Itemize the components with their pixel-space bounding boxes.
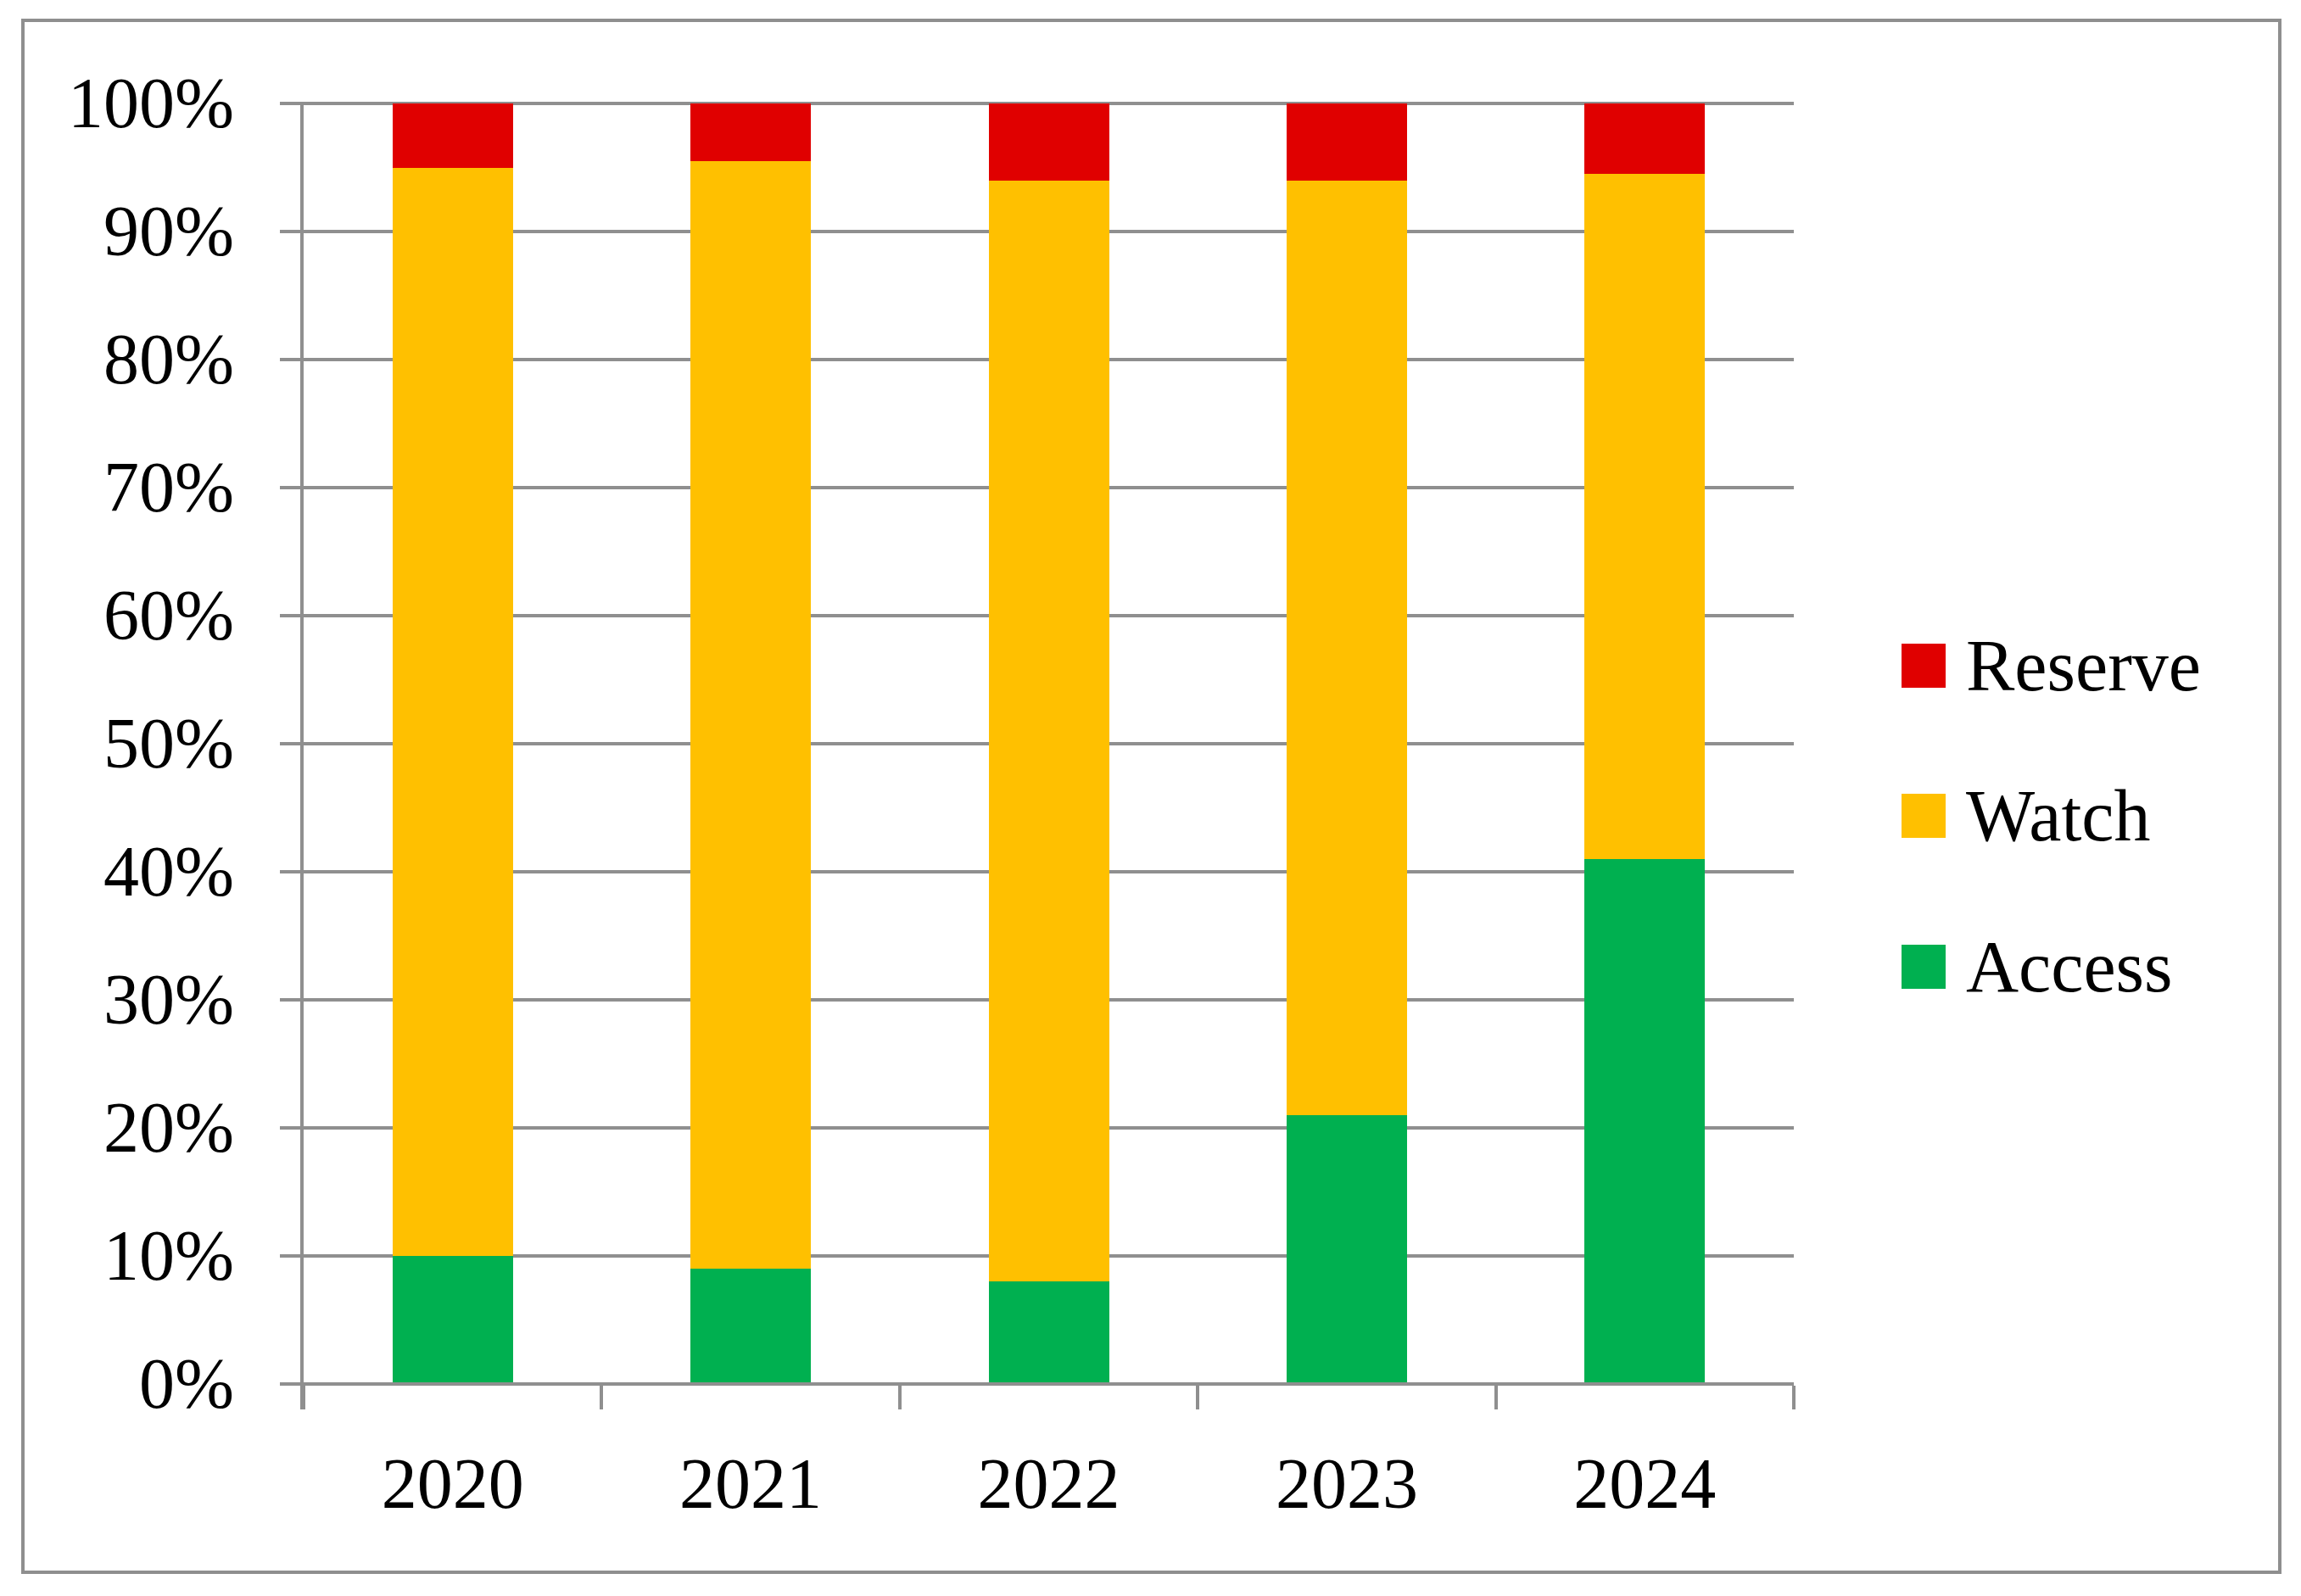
x-axis-tick	[600, 1386, 603, 1409]
legend-label-reserve: Reserve	[1966, 623, 2201, 708]
bar-2024-watch-segment	[1584, 174, 1705, 859]
y-axis-tick-label: 100%	[31, 57, 234, 150]
plot-area	[304, 103, 1794, 1384]
x-axis-category-label: 2024	[1495, 1442, 1794, 1526]
bar-2023	[1287, 103, 1407, 1384]
chart-figure: Reserve Watch Access 0% 10% 20% 30% 40% 50% 60% 7…	[0, 0, 2301, 1596]
x-axis-line	[280, 1382, 1794, 1386]
legend-item-watch: Watch	[1902, 769, 2151, 862]
legend-label-watch: Watch	[1966, 773, 2151, 858]
bar-2023-reserve-segment	[1287, 103, 1407, 181]
y-axis-tick-label: 0%	[31, 1337, 234, 1431]
legend-swatch-watch	[1902, 794, 1946, 838]
bar-2020	[393, 103, 513, 1384]
bar-2021-watch-segment	[690, 161, 811, 1269]
bar-2022-access-segment	[989, 1281, 1109, 1384]
x-axis-tick	[1494, 1386, 1498, 1409]
bar-2020-reserve-segment	[393, 103, 513, 168]
legend-item-reserve: Reserve	[1902, 619, 2201, 712]
bar-2022-watch-segment	[989, 181, 1109, 1282]
bar-2024-reserve-segment	[1584, 103, 1705, 174]
y-axis-tick-label: 40%	[31, 825, 234, 918]
y-axis-tick-label: 10%	[31, 1209, 234, 1303]
x-axis-tick	[898, 1386, 902, 1409]
legend-swatch-access	[1902, 945, 1946, 989]
y-axis-tick-label: 80%	[31, 313, 234, 406]
bar-2021-reserve-segment	[690, 103, 811, 161]
y-axis-tick-label: 50%	[31, 697, 234, 790]
legend-label-access: Access	[1966, 924, 2173, 1009]
y-axis-tick-label: 30%	[31, 953, 234, 1046]
x-axis-tick	[1196, 1386, 1199, 1409]
bar-2023-access-segment	[1287, 1115, 1407, 1384]
bar-2021	[690, 103, 811, 1384]
bar-2024-access-segment	[1584, 859, 1705, 1384]
legend-item-access: Access	[1902, 920, 2173, 1013]
x-axis-tick	[1792, 1386, 1796, 1409]
y-axis-tick-label: 20%	[31, 1081, 234, 1175]
x-axis-category-label: 2020	[304, 1442, 602, 1526]
x-axis-category-label: 2023	[1198, 1442, 1496, 1526]
y-axis-tick-label: 90%	[31, 185, 234, 278]
x-axis-category-label: 2022	[900, 1442, 1198, 1526]
bar-2021-access-segment	[690, 1269, 811, 1384]
y-axis-tick-label: 70%	[31, 441, 234, 534]
legend-swatch-reserve	[1902, 644, 1946, 688]
x-axis-tick	[302, 1386, 305, 1409]
y-axis-tick-label: 60%	[31, 569, 234, 662]
x-axis-category-label: 2021	[601, 1442, 900, 1526]
y-axis-line	[300, 103, 304, 1409]
bar-2022-reserve-segment	[989, 103, 1109, 181]
bar-2020-watch-segment	[393, 168, 513, 1257]
bar-2022	[989, 103, 1109, 1384]
bar-2023-watch-segment	[1287, 181, 1407, 1115]
bar-2020-access-segment	[393, 1256, 513, 1384]
bar-2024	[1584, 103, 1705, 1384]
